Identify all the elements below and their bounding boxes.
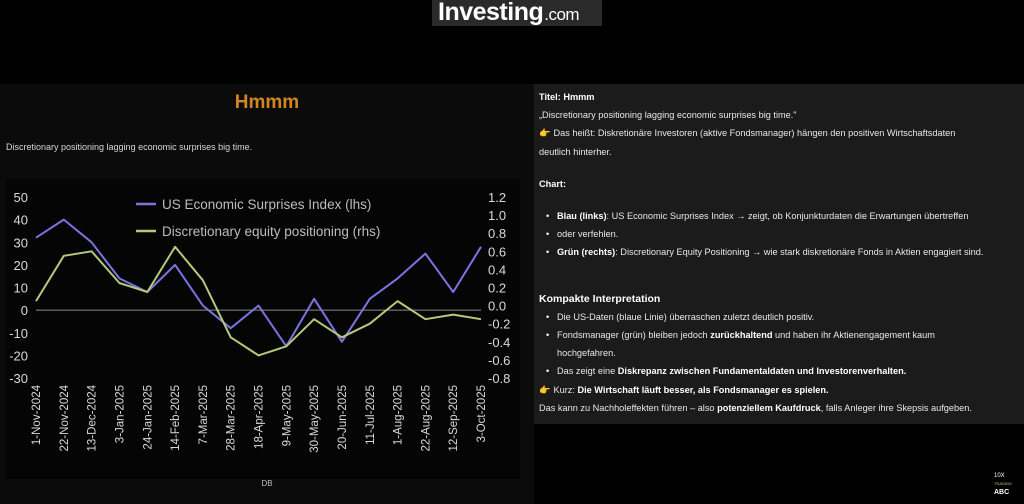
y-left-tick-label: 10 <box>14 281 28 296</box>
x-tick-label: 24-Jan-2025 <box>142 385 154 450</box>
x-tick-label: 1-Aug-2025 <box>393 385 405 445</box>
x-tick-label: 1-Nov-2024 <box>31 384 43 445</box>
interp-bullet-2-tail: hochgefahren. <box>557 348 616 359</box>
y-left-tick-label: 0 <box>21 303 28 318</box>
y-right-tick-label: 0.4 <box>488 262 506 277</box>
panel-meaning-tail: deutlich hinterher. <box>539 146 612 157</box>
x-tick-label: 28-Mar-2025 <box>226 385 238 451</box>
y-left-tick-label: 20 <box>14 258 28 273</box>
y-left-tick-label: -30 <box>9 371 28 386</box>
x-tick-label: 3-Oct-2025 <box>476 385 488 443</box>
bullet-blue-tail: oder verfehlen. <box>539 225 1024 243</box>
source-label: DB <box>261 479 273 488</box>
y-left-tick-label: 30 <box>14 235 28 250</box>
interp-bullet-1: Die US-Daten (blaue Linie) überraschen z… <box>539 308 1024 326</box>
x-tick-label: 9-May-2025 <box>281 385 293 446</box>
bullet-green: Grün (rechts): Discretionary Equity Posi… <box>539 243 1024 261</box>
legend-label: US Economic Surprises Index (lhs) <box>162 197 371 212</box>
chart-slide: Hmmm Discretionary positioning lagging e… <box>0 84 534 504</box>
x-tick-label: 30-May-2025 <box>309 385 321 453</box>
chart-svg: 50 40 30 20 10 0 -10 -20 -30 1.2 1.0 0.8 0.6 0.4 0.2 0.… <box>6 179 520 479</box>
logo-bar <box>432 0 602 26</box>
investing-logo[interactable]: Investing.com <box>438 0 580 27</box>
panel-title-line: Titel: Hmmm <box>539 92 595 102</box>
x-tick-label: 11-Jul-2025 <box>365 385 377 445</box>
y-left-tick-label: -20 <box>9 348 28 363</box>
y-right-tick-label: 0.0 <box>488 299 506 314</box>
badge-line1: 10X <box>994 473 1005 479</box>
x-tick-label: 14-Feb-2025 <box>170 385 182 451</box>
y-right-tick-label: -0.2 <box>488 317 510 332</box>
x-tick-label: 13-Dec-2024 <box>87 384 99 451</box>
chart: 50 40 30 20 10 0 -10 -20 -30 1.2 1.0 0.8 0.6 0.4 0.2 0.… <box>6 179 520 479</box>
interpretation-heading: Kompakte Interpretation <box>539 292 661 305</box>
interp-bullet-3: Das zeigt eine Diskrepanz zwischen Funda… <box>539 362 1024 380</box>
x-tick-label: 12-Sep-2025 <box>448 385 460 452</box>
y-right-tick-label: -0.4 <box>488 335 510 350</box>
y-right-tick-label: -0.8 <box>488 371 510 386</box>
pointing-hand-icon: 👉 <box>539 384 551 395</box>
trading-abc-badge: 10X TRADING ABC <box>994 473 1020 499</box>
badge-line2: TRADING <box>994 481 1012 486</box>
panel-quote: „Discretionary positioning lagging econo… <box>539 110 797 121</box>
x-tick-label: 3-Jan-2025 <box>114 385 126 443</box>
text-panel: Titel: Hmmm „Discretionary positioning l… <box>534 84 1024 424</box>
final-line: Das kann zu Nachholeffekten führen – als… <box>539 402 972 413</box>
y-right-tick-label: 1.0 <box>488 208 506 223</box>
y-right-tick-label: -0.6 <box>488 353 510 368</box>
slide-subtitle: Discretionary positioning lagging econom… <box>6 142 253 152</box>
chart-heading: Chart: <box>539 178 567 189</box>
pointing-hand-icon: 👉 <box>539 128 551 139</box>
series-line-positioning <box>35 245 482 357</box>
x-tick-label: 22-Nov-2024 <box>59 384 71 451</box>
x-tick-label: 22-Aug-2025 <box>420 385 432 452</box>
kurz-line: 👉 Kurz: Die Wirtschaft läuft besser, als … <box>539 384 829 395</box>
y-left-tick-label: -10 <box>9 326 28 341</box>
series-line-surprises <box>35 218 482 348</box>
badge-line3: ABC <box>994 489 1010 496</box>
y-left-tick-label: 50 <box>14 190 28 205</box>
interp-bullet-2: Fondsmanager (grün) bleiben jedoch zurüc… <box>539 326 1024 344</box>
legend-label: Discretionary equity positioning (rhs) <box>162 224 380 239</box>
y-right-tick-label: 0.8 <box>488 226 506 241</box>
y-right-tick-label: 0.2 <box>488 281 506 296</box>
logo-main: Investing <box>438 0 544 26</box>
x-tick-label: 18-Apr-2025 <box>254 385 266 449</box>
chart-background <box>6 179 520 479</box>
panel-meaning: 👉 Das heißt: Diskretionäre Investoren (ak… <box>539 128 956 139</box>
y-left-tick-label: 40 <box>14 213 28 228</box>
x-tick-label: 7-Mar-2025 <box>198 385 210 444</box>
y-right-tick-label: 0.6 <box>488 244 506 259</box>
logo-domain: .com <box>544 5 580 24</box>
bullet-blue: Blau (links): US Economic Surprises Inde… <box>539 207 1024 225</box>
x-tick-label: 20-Jun-2025 <box>337 385 349 450</box>
slide-title: Hmmm <box>234 92 300 113</box>
y-right-tick-label: 1.2 <box>488 190 506 205</box>
